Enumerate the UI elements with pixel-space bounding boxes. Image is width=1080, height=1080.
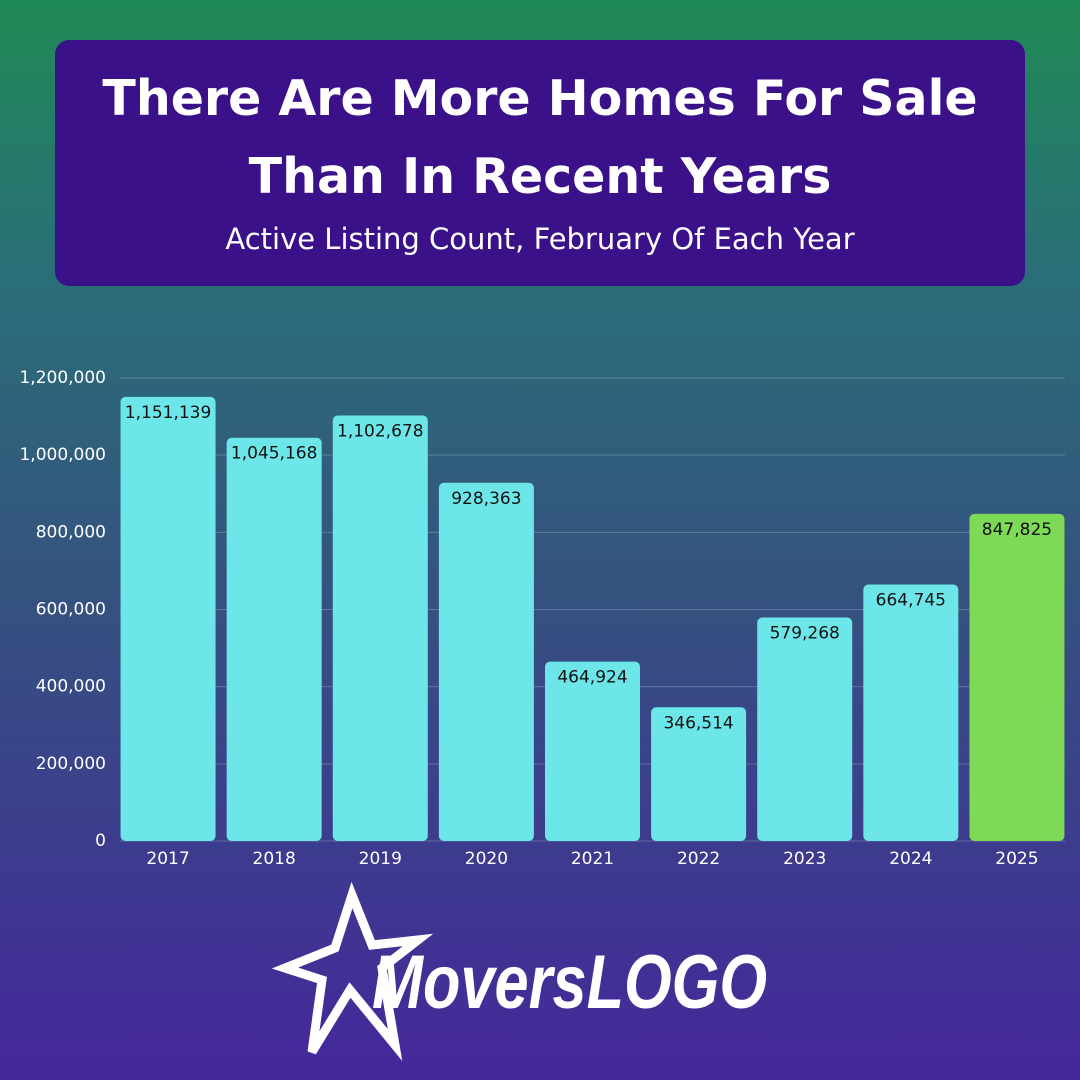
value-label: 847,825: [982, 520, 1052, 540]
bar: [332, 415, 428, 841]
x-tick-label: 2025: [995, 849, 1038, 869]
value-label: 928,363: [451, 489, 521, 509]
bar: [651, 707, 747, 841]
chart-subtitle: Active Listing Count, February Of Each Y…: [225, 222, 855, 256]
value-label: 1,102,678: [337, 422, 424, 442]
x-tick-label: 2020: [465, 849, 508, 869]
value-label: 579,268: [770, 623, 840, 643]
y-tick-label: 800,000: [36, 522, 106, 542]
bar: [438, 482, 534, 841]
bar: [757, 617, 853, 841]
value-label: 1,045,168: [231, 444, 318, 464]
bar: [969, 513, 1065, 841]
value-label: 464,924: [557, 668, 627, 688]
logo-star: [271, 881, 434, 1061]
bar: [545, 661, 640, 841]
y-tick-label: 200,000: [36, 754, 106, 774]
y-tick-label: 0: [95, 831, 106, 851]
y-tick-label: 1,000,000: [19, 445, 106, 465]
value-label: 346,514: [663, 713, 733, 733]
logo-text: MoversLOGO: [372, 940, 767, 1025]
bar: [226, 437, 322, 841]
x-tick-label: 2024: [889, 849, 932, 869]
y-tick-label: 1,200,000: [19, 368, 106, 388]
value-label: 1,151,139: [125, 403, 212, 423]
x-tick-label: 2023: [783, 849, 826, 869]
bar: [120, 396, 216, 841]
x-tick-label: 2019: [359, 849, 402, 869]
y-tick-label: 600,000: [36, 600, 106, 620]
star-icon: [271, 881, 434, 1061]
y-tick-label: 400,000: [36, 677, 106, 697]
x-tick-label: 2022: [677, 849, 720, 869]
title-box: There Are More Homes For Sale Than In Re…: [55, 40, 1025, 286]
chart-title: There Are More Homes For Sale Than In Re…: [102, 70, 978, 205]
x-tick-label: 2017: [146, 849, 189, 869]
bar: [863, 584, 959, 841]
x-tick-label: 2021: [571, 849, 614, 869]
value-label: 664,745: [876, 591, 946, 611]
x-tick-label: 2018: [253, 849, 296, 869]
